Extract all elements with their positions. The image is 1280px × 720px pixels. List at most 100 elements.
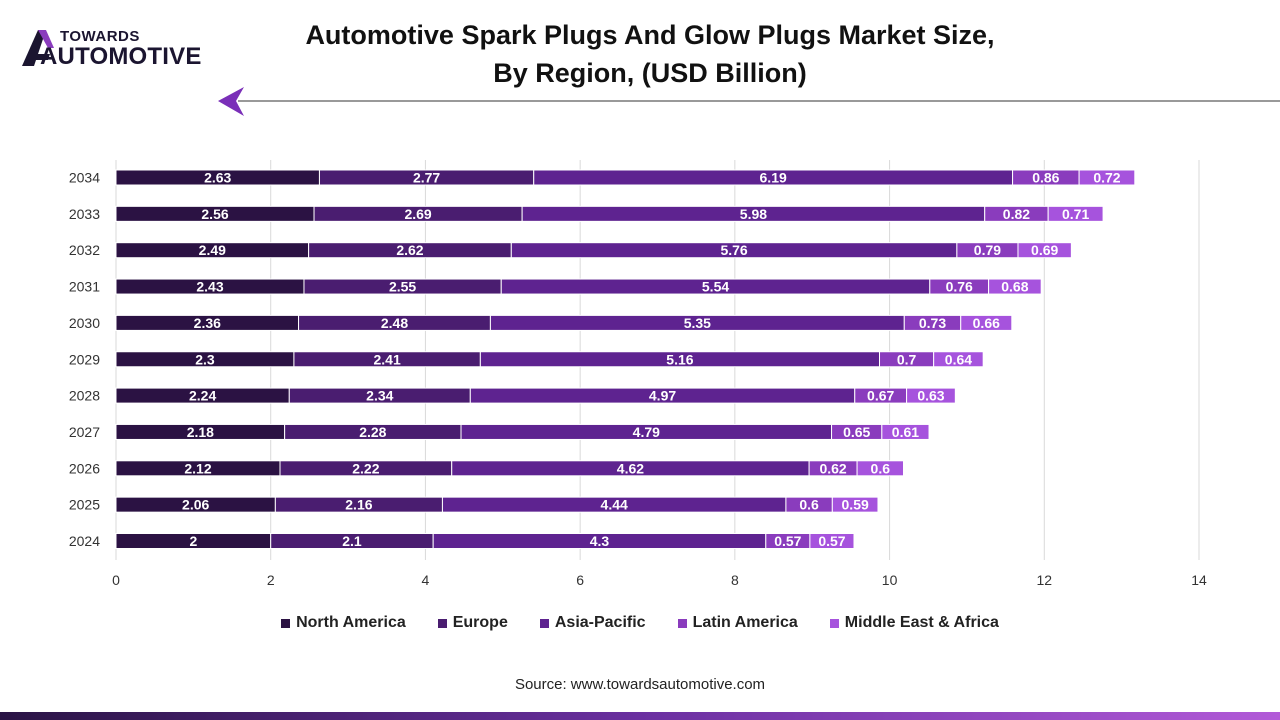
data-label: 0.63 [917,388,944,404]
title-line-2: By Region, (USD Billion) [493,58,807,88]
bar-segment [831,496,879,513]
bar-segment [988,278,1042,295]
bar-segment [1047,205,1104,222]
legend-item-middle-east-africa: Middle East & Africa [829,614,999,632]
legend-swatch [829,618,839,628]
page-title: Automotive Spark Plugs And Glow Plugs Ma… [300,16,1000,92]
data-label: 2.16 [345,497,372,513]
chart-bars [115,169,1136,549]
data-label: 2.18 [187,424,214,440]
data-label: 2.36 [194,315,221,331]
bar-segment [906,387,956,404]
data-label: 0.7 [897,351,917,367]
data-label: 2.48 [381,315,408,331]
data-label: 2.49 [199,242,226,258]
bar-segment [933,351,984,368]
data-label: 0.69 [1031,242,1058,258]
data-label: 2 [189,533,197,549]
bar-segment [881,423,930,440]
x-tick-label: 6 [576,572,584,588]
arrow-left-icon [218,87,244,116]
logo: TOWARDS AUTOMOTIVE [20,26,230,74]
x-tick-label: 10 [882,572,898,588]
legend-swatch [281,618,291,628]
bar-segment [960,314,1013,331]
data-label: 0.71 [1062,206,1089,222]
data-label: 2.06 [182,497,209,513]
x-tick-label: 2 [267,572,275,588]
data-label: 0.57 [818,533,845,549]
y-tick-label: 2025 [69,497,100,513]
legend-label: North America [296,614,406,631]
data-label: 0.82 [1003,206,1030,222]
legend-item-europe: Europe [437,614,508,632]
data-label: 2.41 [374,351,401,367]
bar-segment [856,460,904,477]
data-label: 2.62 [396,242,423,258]
title-divider [218,87,1280,116]
x-tick-label: 0 [112,572,120,588]
title-line-1: Automotive Spark Plugs And Glow Plugs Ma… [305,20,995,50]
y-tick-label: 2031 [69,279,100,295]
x-tick-label: 12 [1036,572,1052,588]
data-label: 4.3 [590,533,610,549]
data-label: 0.6 [871,460,891,476]
data-label: 5.76 [720,242,747,258]
data-label: 0.79 [974,242,1001,258]
data-label: 2.34 [366,388,393,404]
bottom-accent-bar [0,712,1280,720]
y-tick-label: 2026 [69,460,100,476]
x-tick-label: 8 [731,572,739,588]
data-label: 2.77 [413,170,440,186]
data-label: 2.55 [389,279,416,295]
data-label: 2.3 [195,351,215,367]
legend-item-asia-pacific: Asia-Pacific [539,614,646,632]
source-note: Source: www.towardsautomotive.com [514,676,766,693]
data-label: 0.76 [946,279,973,295]
data-label: 0.67 [867,388,894,404]
data-label: 2.1 [342,533,362,549]
y-tick-label: 2030 [69,315,100,331]
logo-mark-icon [22,30,54,66]
y-tick-label: 2033 [69,206,100,222]
legend-label: Latin America [692,614,798,631]
bar-segment [1017,242,1072,259]
data-label: 0.73 [919,315,946,331]
data-label: 0.62 [819,460,846,476]
y-tick-label: 2029 [69,351,100,367]
data-label: 4.97 [649,388,676,404]
bar-segment [1078,169,1136,186]
data-label: 0.64 [945,351,972,367]
data-label: 2.63 [204,170,231,186]
y-tick-label: 2028 [69,388,100,404]
data-label: 0.66 [973,315,1000,331]
data-label: 2.28 [359,424,386,440]
data-label: 0.72 [1093,170,1120,186]
data-label: 2.43 [196,279,223,295]
logo-text-bottom: AUTOMOTIVE [40,43,202,70]
x-tick-label: 4 [422,572,430,588]
legend-swatch [437,618,447,628]
legend-label: Middle East & Africa [844,614,999,631]
y-tick-label: 2034 [69,170,100,186]
data-label: 0.61 [892,424,919,440]
x-tick-label: 14 [1191,572,1207,588]
chart-legend: North America Europe Asia-Pacific Latin … [0,614,1280,632]
data-label: 0.57 [774,533,801,549]
data-label: 5.35 [684,315,711,331]
y-tick-label: 2032 [69,242,100,258]
data-label: 4.44 [601,497,628,513]
data-label: 6.19 [760,170,787,186]
data-label: 5.54 [702,279,729,295]
legend-item-latin-america: Latin America [677,614,798,632]
bar-segment [809,533,855,549]
data-label: 5.98 [740,206,767,222]
legend-item-north-america: North America [281,614,406,632]
data-label: 2.56 [201,206,228,222]
legend-label: Asia-Pacific [554,614,646,631]
chart-data-labels: 2.63 2.77 6.19 0.86 0.722.56 2.69 5.98 0.82 0.71… [182,170,1121,550]
data-label: 0.59 [842,497,869,513]
legend-label: Europe [452,614,508,631]
legend-swatch [677,618,687,628]
data-label: 0.86 [1032,170,1059,186]
